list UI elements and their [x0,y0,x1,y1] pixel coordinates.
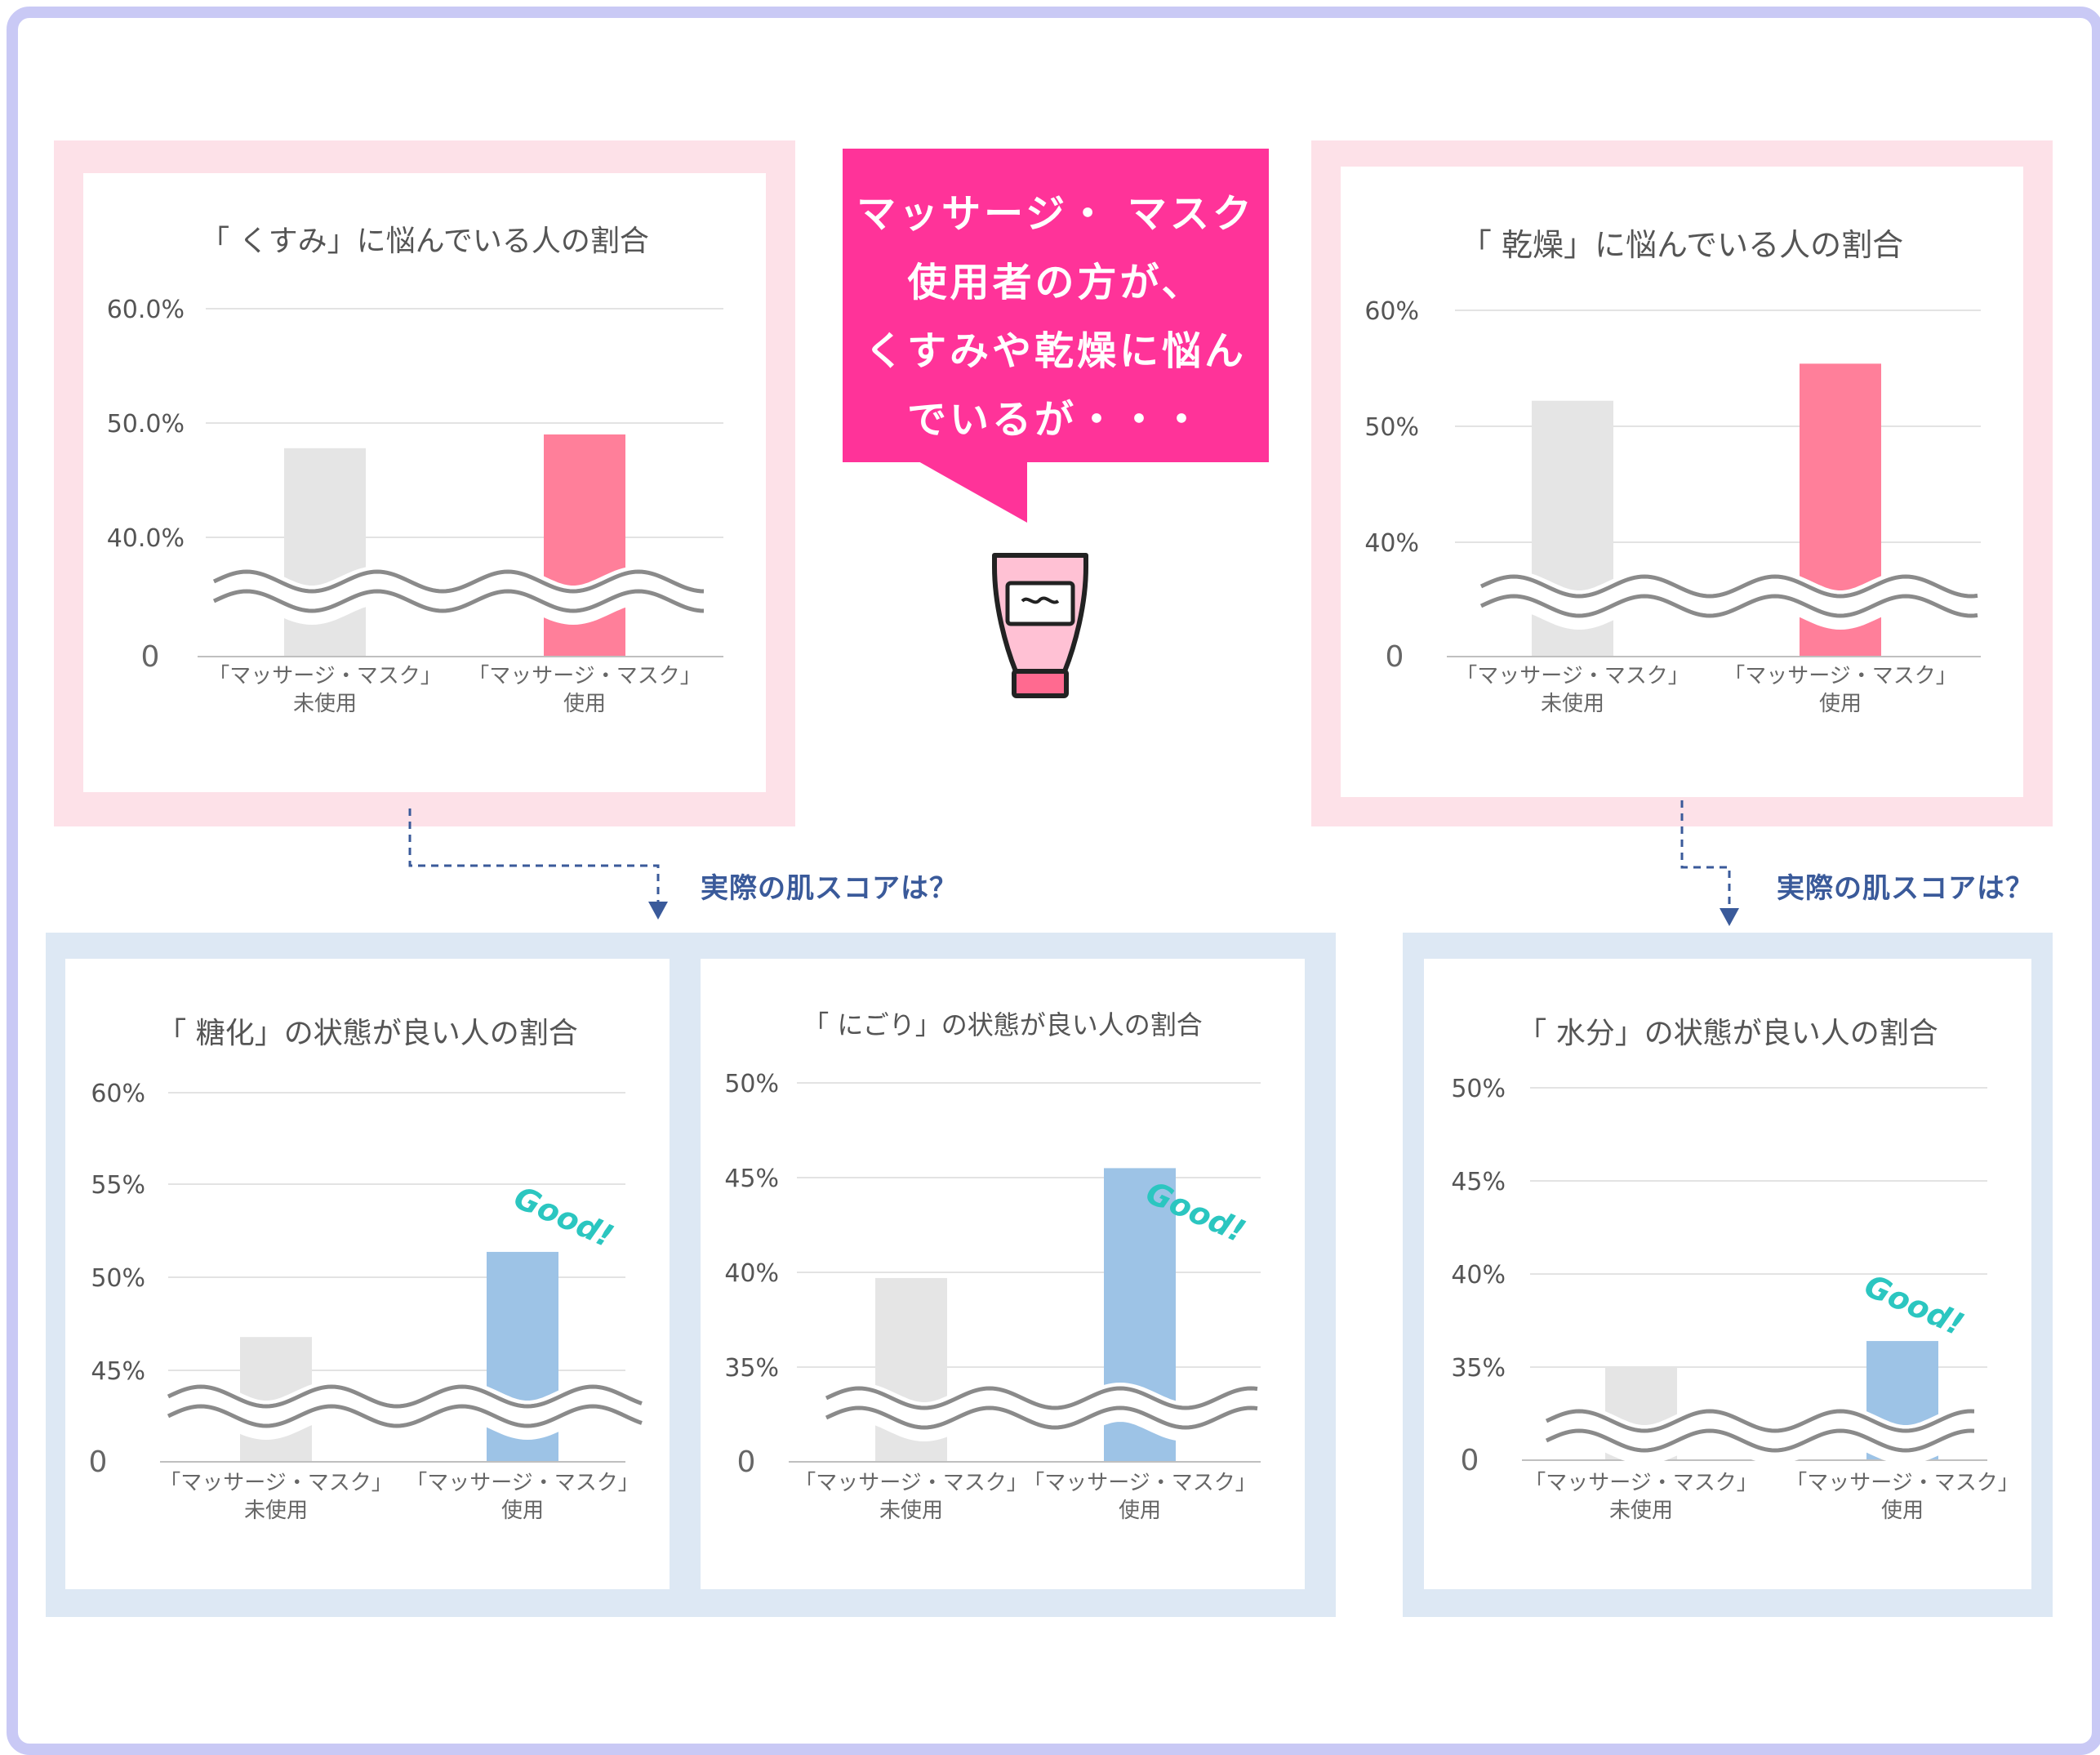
y-tick-label: 60.0% [107,296,185,324]
x-category-label: 「マッサージ・マスク」 [1786,1471,2018,1495]
x-category-label: 未使用 [879,1499,943,1523]
y-tick-label: 40.0% [107,524,185,553]
y-tick-label: 40% [724,1259,779,1288]
y-tick-label: 0 [1386,640,1404,674]
chart-kusumi: 「 くすみ」に悩んでいる人の割合 0 40.0% 50.0% 60.0% 「マッサージ・マ… [83,173,766,792]
chart-plot: 045%50%55%60%「マッサージ・マスク」未使用「マッサージ・マスク」使用 [89,1080,646,1523]
y-tick-label: 50% [724,1070,779,1098]
chart-title: 「 水分」の状態が良い人の割合 [1517,1017,1938,1050]
chart-title: 「 糖化」の状態が良い人の割合 [157,1017,578,1050]
chart-title: 「 乾燥」に悩んでいる人の割合 [1460,227,1904,263]
x-category-label: 「マッサージ・マスク」 [468,664,701,688]
y-tick-label: 45% [724,1165,779,1193]
speech-bubble: マッサージ・ マスク 使用者の方が、 くすみや乾燥に悩ん でいるが・・・ [843,149,1269,462]
bar [284,448,366,657]
card-kansou [1341,167,2023,797]
x-category-label: 「マッサージ・マスク」 [406,1471,638,1495]
wavy-break-icon [1476,570,1979,630]
chart-plot: 040%50%60%「マッサージ・マスク」未使用「マッサージ・マスク」使用 [1364,297,1981,716]
x-category-label: 使用 [1881,1499,1924,1523]
x-category-label: 未使用 [244,1499,308,1523]
y-tick-label: 0 [737,1445,756,1479]
bubble-line: 使用者の方が、 [907,260,1204,305]
card-nigori [701,959,1305,1589]
y-tick-label: 50% [1364,413,1419,442]
wavy-break-icon [821,1382,1259,1442]
card-touka [65,959,670,1589]
question-label-left: 実際の肌スコアは？ [701,872,958,905]
x-category-label: 「マッサージ・マスク」 [794,1471,1027,1495]
x-category-label: 「マッサージ・マスク」 [1524,1471,1757,1495]
x-category-label: 使用 [563,692,606,716]
card-kusumi [83,173,766,792]
chart-plot: 040.0%50.0%60.0%「マッサージ・マスク」未使用「マッサージ・マスク… [107,296,723,716]
panel-kusumi [54,140,795,826]
y-tick-label: 50% [1451,1075,1506,1103]
chart-kansou: 「 乾燥」に悩んでいる人の割合 0 40% 50% 60% 「マッサージ・マスク」 未使用「… [1341,167,2023,797]
wavy-break-icon [1542,1405,1975,1465]
y-tick-label: 0 [141,640,160,674]
y-tick-label: 55% [91,1171,145,1200]
panel-kansou [1311,140,2053,826]
x-category-label: 未使用 [293,692,357,716]
chart-suibun: 「 水分」の状態が良い人の割合 0 35% 40% 45% 50% 「マッサージ・マスク」未… [1424,959,2031,1589]
x-category-label: 「マッサージ・マスク」 [208,664,441,688]
x-category-label: 「マッサージ・マスク」 [1023,1471,1256,1495]
wavy-break-icon [209,565,705,626]
x-category-label: 「マッサージ・マスク」 [1456,664,1688,688]
chart-plot: 035%40%45%50%「マッサージ・マスク」未使用「マッサージ・マスク」使用 [1451,1075,2018,1523]
x-category-label: 未使用 [1609,1499,1673,1523]
x-category-label: 使用 [501,1499,544,1523]
bubble-line: でいるが・・・ [906,397,1204,443]
x-category-label: 未使用 [1541,692,1604,716]
chart-title: 「 くすみ」に悩んでいる人の割合 [200,225,649,258]
y-tick-label: 0 [1461,1444,1479,1477]
chart-title: 「 にごり」の状態が良い人の割合 [803,1009,1203,1040]
y-tick-label: 60% [1364,297,1419,326]
bubble-line: くすみや乾燥に悩ん [864,328,1247,374]
y-tick-label: 45% [1451,1168,1506,1196]
y-tick-label: 50.0% [107,410,185,439]
y-tick-label: 40% [1364,529,1419,558]
y-tick-label: 45% [91,1357,145,1386]
y-tick-label: 35% [1451,1354,1506,1383]
y-tick-label: 40% [1451,1261,1506,1290]
y-tick-label: 50% [91,1264,145,1293]
chart-plot: 035%40%45%50%「マッサージ・マスク」未使用「マッサージ・マスク」使用 [724,1070,1261,1523]
question-label-right: 実際の肌スコアは？ [1777,872,2034,905]
y-tick-label: 35% [724,1354,779,1383]
bubble-text: マッサージ・ マスク 使用者の方が、 くすみや乾燥に悩ん でいるが・・・ [843,180,1269,454]
cream-tube-icon [992,553,1088,698]
x-category-label: 「マッサージ・マスク」 [159,1471,392,1495]
y-tick-label: 0 [89,1445,108,1479]
y-tick-label: 60% [91,1080,145,1108]
chart-nigori: 「 にごり」の状態が良い人の割合 0 35% 40% 45% 50% 「マッサージ・マスク」… [701,959,1305,1589]
x-category-label: 「マッサージ・マスク」 [1724,664,1956,688]
bubble-line: マッサージ・ マスク [856,191,1255,237]
x-category-label: 使用 [1119,1499,1161,1523]
x-category-label: 使用 [1819,692,1862,716]
wavy-break-icon [163,1380,646,1441]
chart-touka: 「 糖化」の状態が良い人の割合 0 45% 50% 55% 60% 「マッサージ・マスク」未… [65,959,670,1589]
